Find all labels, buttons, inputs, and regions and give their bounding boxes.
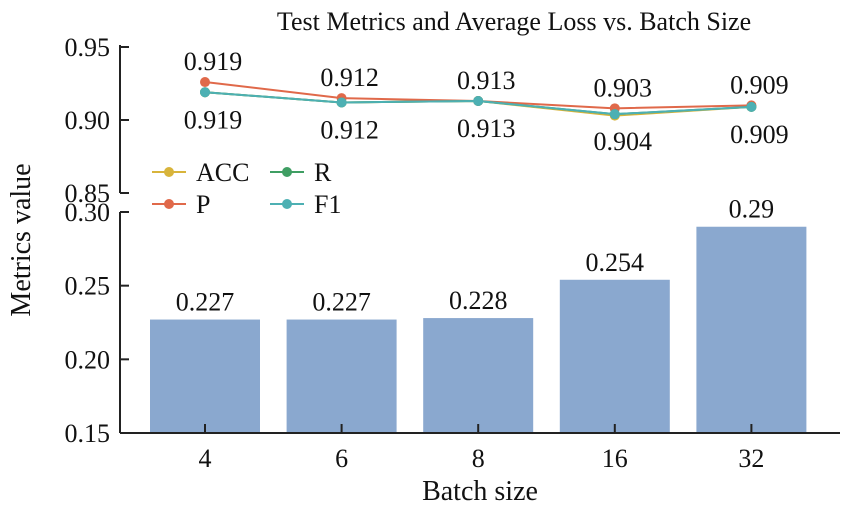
legend: ACC R P F1 bbox=[152, 158, 341, 219]
top-data-label-below: 0.904 bbox=[594, 127, 653, 156]
series-point-f1 bbox=[200, 87, 210, 98]
legend-marker-acc bbox=[164, 167, 174, 177]
top-data-label-above: 0.919 bbox=[184, 47, 243, 76]
legend-label-f1: F1 bbox=[314, 190, 341, 219]
bar-data-label: 0.228 bbox=[449, 286, 508, 315]
top-data-label-above: 0.909 bbox=[730, 70, 789, 99]
bar-data-label: 0.29 bbox=[729, 195, 775, 224]
legend-marker-p bbox=[164, 199, 174, 209]
top-y-tick-label: 0.95 bbox=[65, 33, 111, 62]
x-tick-label: 4 bbox=[199, 444, 212, 473]
top-data-label-above: 0.903 bbox=[594, 73, 653, 102]
x-tick-label: 16 bbox=[602, 444, 628, 473]
bar-data-label: 0.227 bbox=[312, 288, 371, 317]
x-tick-label: 32 bbox=[738, 444, 764, 473]
bar bbox=[423, 318, 534, 433]
top-data-label-below: 0.909 bbox=[730, 120, 789, 149]
x-tick-label: 6 bbox=[335, 444, 348, 473]
legend-marker-f1 bbox=[282, 199, 292, 209]
bar bbox=[559, 279, 670, 433]
top-data-label-above: 0.912 bbox=[320, 63, 379, 92]
top-data-label-above: 0.913 bbox=[457, 66, 516, 95]
top-y-tick-label: 0.90 bbox=[65, 106, 111, 135]
bar-data-label: 0.227 bbox=[176, 288, 235, 317]
top-y-tick-label: 0.85 bbox=[65, 179, 111, 208]
bar bbox=[696, 226, 807, 433]
bottom-panel: 0.227 0.227 0.228 0.254 0.29 0.15 0.20 0.25 0.30… bbox=[65, 195, 840, 473]
x-axis-label: Batch size bbox=[422, 476, 538, 507]
top-data-label-below: 0.919 bbox=[184, 105, 243, 134]
bottom-y-tick-label: 0.20 bbox=[65, 345, 111, 374]
series-point-f1 bbox=[473, 96, 484, 107]
legend-label-r: R bbox=[314, 158, 332, 187]
top-data-label-below: 0.912 bbox=[320, 115, 379, 144]
series-point-f1 bbox=[746, 101, 757, 112]
y-axis-label: Metrics value bbox=[6, 163, 37, 316]
series-point-f1 bbox=[336, 97, 347, 108]
series-point-f1 bbox=[609, 109, 620, 120]
bar bbox=[150, 319, 260, 433]
legend-marker-r bbox=[282, 167, 292, 177]
bottom-y-tick-label: 0.30 bbox=[65, 198, 111, 227]
bottom-y-tick-label: 0.15 bbox=[65, 419, 111, 448]
top-data-label-below: 0.913 bbox=[457, 114, 516, 143]
chart-title: Test Metrics and Average Loss vs. Batch … bbox=[277, 7, 751, 36]
top-panel: 0.85 0.90 0.95 0.919 0.912 0.913 0.903 0.909 0.9… bbox=[65, 33, 789, 208]
bar-data-label: 0.254 bbox=[586, 248, 645, 277]
series-point-p bbox=[200, 77, 210, 88]
x-tick-label: 8 bbox=[472, 444, 485, 473]
legend-label-p: P bbox=[196, 190, 210, 219]
bar bbox=[286, 319, 397, 433]
bottom-y-tick-label: 0.25 bbox=[65, 272, 111, 301]
legend-label-acc: ACC bbox=[196, 158, 249, 187]
